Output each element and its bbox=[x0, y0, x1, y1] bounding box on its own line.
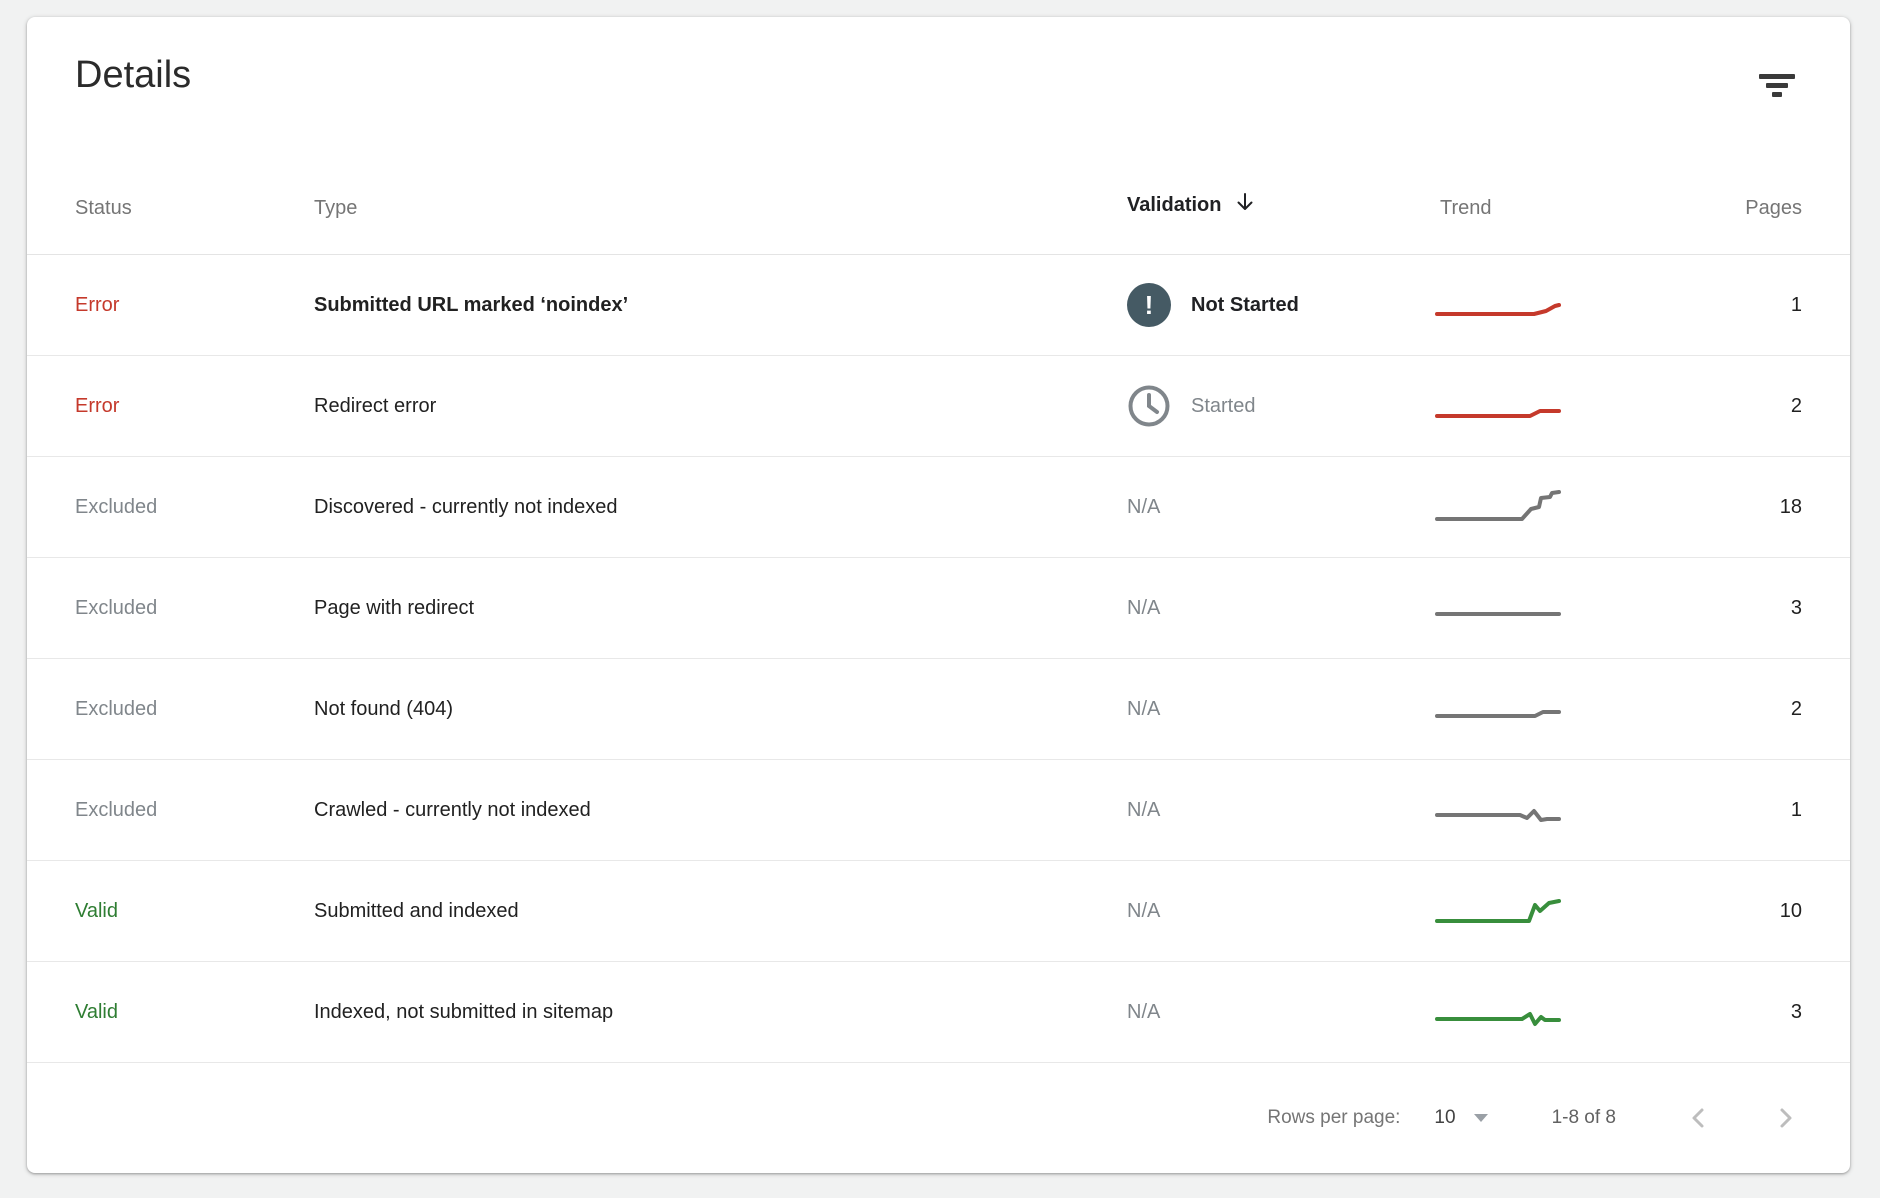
column-header-label: Pages bbox=[1745, 197, 1802, 219]
validation-label: N/A bbox=[1127, 798, 1161, 821]
arrow-down-icon bbox=[1233, 190, 1257, 220]
pages-cell: 2 bbox=[1790, 394, 1802, 417]
validation-cell: N/A bbox=[1127, 799, 1420, 822]
table-row[interactable]: Excluded Discovered - currently not inde… bbox=[27, 457, 1850, 558]
validation-label: Started bbox=[1191, 394, 1256, 417]
validation-label: N/A bbox=[1127, 899, 1161, 922]
type-cell: Not found (404) bbox=[314, 697, 453, 720]
column-header-label: Status bbox=[75, 197, 132, 219]
status-cell: Error bbox=[75, 394, 120, 417]
status-cell: Excluded bbox=[75, 495, 158, 518]
table-header-row: Status Type Validation Trend Pages bbox=[27, 97, 1850, 255]
trend-sparkline bbox=[1420, 386, 1610, 426]
pages-cell: 1 bbox=[1790, 798, 1802, 821]
table-row[interactable]: Excluded Crawled - currently not indexed… bbox=[27, 760, 1850, 861]
status-cell: Excluded bbox=[75, 596, 158, 619]
next-page-button[interactable] bbox=[1768, 1101, 1802, 1135]
type-cell: Redirect error bbox=[314, 394, 437, 417]
table-row[interactable]: Valid Indexed, not submitted in sitemap … bbox=[27, 962, 1850, 1063]
type-cell: Crawled - currently not indexed bbox=[314, 798, 591, 821]
trend-sparkline bbox=[1420, 285, 1610, 325]
chevron-left-icon bbox=[1686, 1105, 1712, 1131]
status-cell: Error bbox=[75, 293, 120, 316]
type-cell: Submitted URL marked ‘noindex’ bbox=[314, 293, 629, 316]
type-cell: Page with redirect bbox=[314, 596, 475, 619]
pagination-range: 1-8 of 8 bbox=[1551, 1107, 1616, 1128]
pages-cell: 3 bbox=[1790, 596, 1802, 619]
table-footer: Rows per page: 10 1-8 of 8 bbox=[27, 1063, 1850, 1173]
table-row[interactable]: Error Redirect error Started 2 bbox=[27, 356, 1850, 457]
error-circle-icon: ! bbox=[1127, 283, 1171, 327]
clock-icon bbox=[1127, 384, 1171, 428]
details-card: Details Status Type Validation bbox=[27, 17, 1850, 1173]
validation-cell: Started bbox=[1127, 384, 1420, 428]
column-header-type[interactable]: Type bbox=[314, 197, 1127, 254]
validation-label: Not Started bbox=[1191, 293, 1299, 316]
rows-per-page-label: Rows per page: bbox=[1267, 1107, 1401, 1128]
dropdown-arrow-icon bbox=[1473, 1114, 1488, 1122]
trend-sparkline bbox=[1420, 790, 1610, 830]
pages-cell: 1 bbox=[1790, 293, 1802, 316]
table-row[interactable]: Valid Submitted and indexed N/A 10 bbox=[27, 861, 1850, 962]
chevron-right-icon bbox=[1772, 1105, 1798, 1131]
type-cell: Discovered - currently not indexed bbox=[314, 495, 618, 518]
status-cell: Valid bbox=[75, 899, 118, 922]
column-header-label: Type bbox=[314, 197, 358, 219]
filter-list-icon bbox=[1758, 73, 1796, 97]
column-header-status[interactable]: Status bbox=[75, 197, 314, 254]
filter-button[interactable] bbox=[1752, 67, 1802, 103]
validation-label: N/A bbox=[1127, 697, 1161, 720]
trend-sparkline bbox=[1420, 487, 1610, 527]
column-header-pages[interactable]: Pages bbox=[1610, 197, 1802, 254]
trend-sparkline bbox=[1420, 992, 1610, 1032]
validation-cell: N/A bbox=[1127, 1001, 1420, 1024]
trend-sparkline bbox=[1420, 689, 1610, 729]
pages-cell: 2 bbox=[1790, 697, 1802, 720]
status-cell: Excluded bbox=[75, 697, 158, 720]
page-title: Details bbox=[75, 54, 192, 96]
status-cell: Excluded bbox=[75, 798, 158, 821]
column-header-label: Trend bbox=[1440, 197, 1492, 219]
previous-page-button[interactable] bbox=[1682, 1101, 1716, 1135]
pages-cell: 3 bbox=[1790, 1000, 1802, 1023]
pages-cell: 10 bbox=[1779, 899, 1802, 922]
column-header-label: Validation bbox=[1127, 193, 1222, 216]
rows-per-page-value: 10 bbox=[1434, 1107, 1456, 1128]
rows-per-page-select[interactable]: 10 bbox=[1434, 1107, 1488, 1129]
validation-label: N/A bbox=[1127, 596, 1161, 619]
pages-cell: 18 bbox=[1779, 495, 1802, 518]
validation-cell: N/A bbox=[1127, 698, 1420, 721]
table-row[interactable]: Error Submitted URL marked ‘noindex’ ! N… bbox=[27, 255, 1850, 356]
validation-cell: N/A bbox=[1127, 496, 1420, 519]
validation-cell: N/A bbox=[1127, 597, 1420, 620]
table-row[interactable]: Excluded Not found (404) N/A 2 bbox=[27, 659, 1850, 760]
card-header: Details bbox=[27, 17, 1850, 97]
trend-sparkline bbox=[1420, 891, 1610, 931]
column-header-validation[interactable]: Validation bbox=[1127, 190, 1420, 254]
validation-label: N/A bbox=[1127, 1000, 1161, 1023]
type-cell: Indexed, not submitted in sitemap bbox=[314, 1000, 614, 1023]
validation-cell: ! Not Started bbox=[1127, 283, 1420, 327]
trend-sparkline bbox=[1420, 588, 1610, 628]
type-cell: Submitted and indexed bbox=[314, 899, 519, 922]
validation-cell: N/A bbox=[1127, 900, 1420, 923]
exclamation-glyph: ! bbox=[1144, 290, 1154, 320]
validation-label: N/A bbox=[1127, 495, 1161, 518]
table-row[interactable]: Excluded Page with redirect N/A 3 bbox=[27, 558, 1850, 659]
column-header-trend[interactable]: Trend bbox=[1420, 197, 1610, 254]
status-cell: Valid bbox=[75, 1000, 118, 1023]
